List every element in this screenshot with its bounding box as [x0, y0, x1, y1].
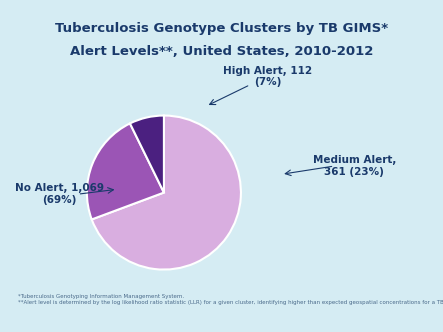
Wedge shape [87, 124, 164, 219]
Text: *Tuberculosis Genotyping Information Management System.
**Alert level is determi: *Tuberculosis Genotyping Information Man… [18, 294, 443, 305]
Wedge shape [130, 116, 164, 193]
Text: Alert Levels**, United States, 2010-2012: Alert Levels**, United States, 2010-2012 [70, 45, 373, 58]
Text: High Alert, 112
(7%): High Alert, 112 (7%) [223, 65, 313, 87]
Wedge shape [92, 116, 241, 270]
Text: No Alert, 1,069
(69%): No Alert, 1,069 (69%) [16, 183, 104, 205]
Text: Tuberculosis Genotype Clusters by TB GIMS*: Tuberculosis Genotype Clusters by TB GIM… [55, 22, 388, 35]
Text: Medium Alert,
361 (23%): Medium Alert, 361 (23%) [313, 155, 396, 177]
